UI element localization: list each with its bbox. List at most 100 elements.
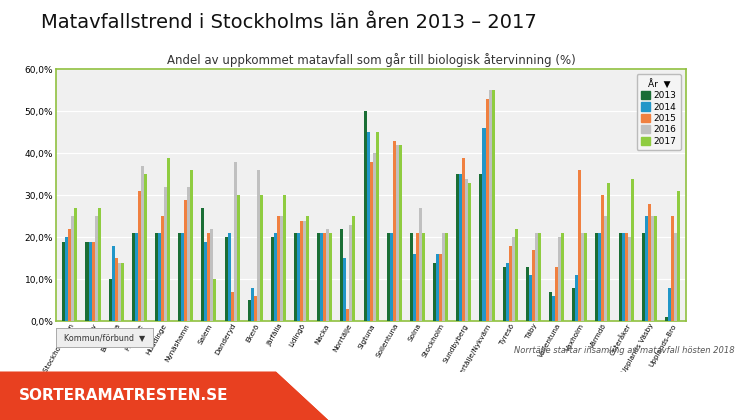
Bar (489, 90, 492, 321)
Text: Kommun/förbund  ▼: Kommun/förbund ▼ (64, 333, 145, 341)
Bar (329, 233, 332, 321)
Bar (419, 208, 422, 321)
Bar (422, 233, 425, 321)
Bar (72, 216, 75, 321)
Bar (463, 158, 466, 321)
Bar (607, 183, 610, 321)
Bar (413, 254, 416, 321)
Bar (225, 237, 228, 321)
Bar (630, 178, 633, 321)
Bar (486, 99, 489, 321)
Bar (138, 191, 141, 321)
Bar (651, 216, 653, 321)
Bar (584, 233, 587, 321)
Bar (480, 174, 483, 321)
Bar (555, 267, 558, 321)
Bar (535, 233, 538, 321)
Bar (373, 153, 376, 321)
Bar (363, 111, 366, 321)
Bar (503, 267, 506, 321)
Bar (115, 258, 118, 321)
Bar (483, 128, 486, 321)
Bar (515, 229, 518, 321)
Bar (436, 254, 439, 321)
Bar (346, 309, 349, 321)
Bar (349, 225, 352, 321)
Text: SORTERAMATRESTEN.SE: SORTERAMATRESTEN.SE (19, 388, 228, 403)
Bar (86, 241, 89, 321)
Bar (271, 237, 274, 321)
Bar (109, 279, 112, 321)
Bar (283, 195, 286, 321)
Bar (433, 262, 436, 321)
Bar (158, 233, 161, 321)
Bar (317, 233, 320, 321)
Bar (621, 233, 624, 321)
Bar (181, 233, 184, 321)
Bar (164, 187, 167, 321)
Bar (231, 292, 233, 321)
Bar (410, 233, 413, 321)
Bar (228, 233, 231, 321)
Bar (578, 170, 581, 321)
Bar (326, 229, 329, 321)
Bar (512, 237, 515, 321)
Bar (399, 145, 402, 321)
Bar (294, 233, 297, 321)
Bar (665, 317, 668, 321)
Bar (75, 208, 78, 321)
Bar (572, 288, 575, 321)
Bar (416, 233, 419, 321)
Bar (352, 216, 356, 321)
Bar (277, 216, 280, 321)
Bar (506, 262, 509, 321)
Title: Andel av uppkommet matavfall som går till biologisk återvinning (%): Andel av uppkommet matavfall som går til… (167, 53, 575, 67)
Bar (95, 216, 98, 321)
Bar (460, 174, 463, 321)
Bar (668, 288, 671, 321)
Bar (552, 296, 555, 321)
Bar (92, 241, 95, 321)
Bar (648, 204, 651, 321)
Bar (526, 267, 529, 321)
Bar (167, 158, 170, 321)
Bar (575, 275, 578, 321)
Bar (161, 216, 164, 321)
Bar (204, 241, 207, 321)
Bar (595, 233, 598, 321)
Bar (201, 208, 204, 321)
Bar (598, 233, 601, 321)
Text: Norrtälje startar insamling av matavfall hösten 2018: Norrtälje startar insamling av matavfall… (514, 346, 735, 355)
Bar (645, 216, 648, 321)
Bar (323, 233, 326, 321)
Text: Matavfallstrend i Stockholms län åren 2013 – 2017: Matavfallstrend i Stockholms län åren 20… (41, 13, 537, 32)
Bar (393, 141, 396, 321)
Bar (297, 233, 300, 321)
Bar (601, 195, 604, 321)
Bar (236, 195, 239, 321)
Bar (439, 254, 442, 321)
Bar (653, 216, 656, 321)
Bar (184, 200, 187, 321)
Bar (677, 191, 680, 321)
Bar (303, 220, 306, 321)
Bar (112, 246, 115, 321)
Bar (390, 233, 393, 321)
Bar (509, 246, 512, 321)
Bar (141, 166, 144, 321)
Bar (213, 279, 216, 321)
Bar (89, 241, 92, 321)
Bar (306, 216, 309, 321)
Bar (257, 170, 260, 321)
Bar (190, 170, 193, 321)
Bar (251, 288, 254, 321)
Bar (63, 241, 66, 321)
Bar (624, 233, 627, 321)
Bar (674, 233, 677, 321)
Bar (132, 233, 135, 321)
Bar (135, 233, 138, 321)
Bar (558, 237, 561, 321)
Bar (260, 195, 263, 321)
Bar (492, 90, 495, 321)
Bar (396, 145, 399, 321)
